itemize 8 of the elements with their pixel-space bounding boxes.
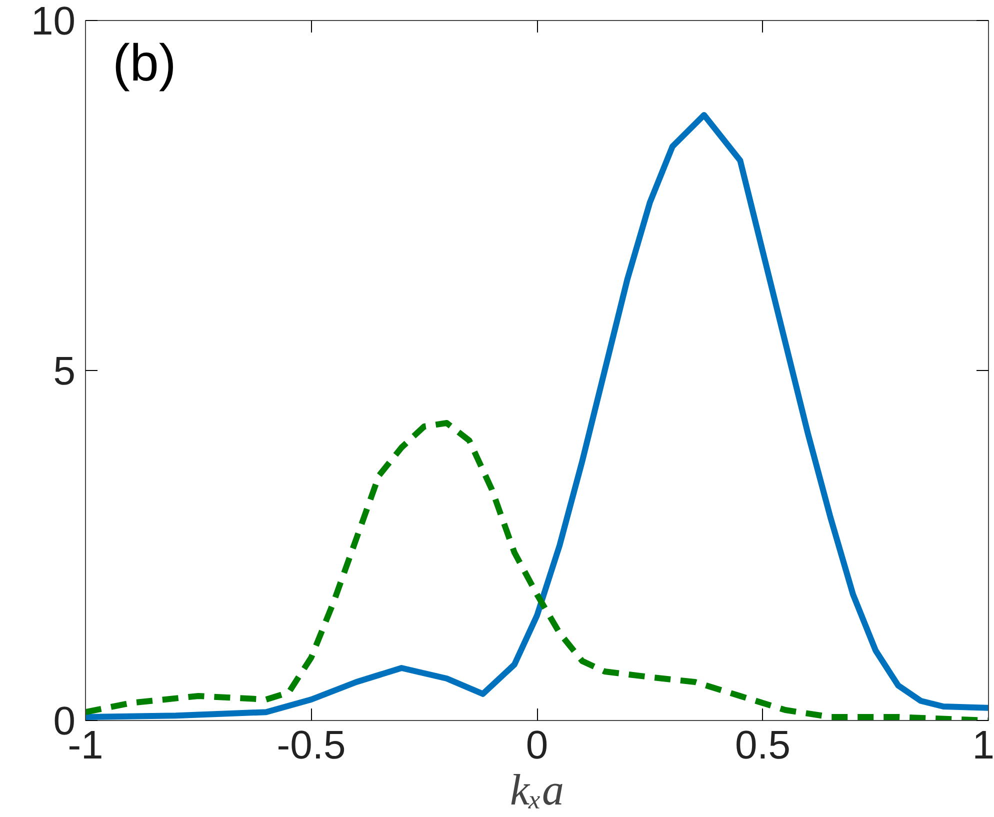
- x-tick-label: 0.5: [734, 724, 791, 768]
- x-tick-label: 0: [526, 724, 548, 768]
- x-axis-title: kₓa: [510, 766, 564, 814]
- y-tick-label: 5: [53, 350, 76, 394]
- x-tick-label: -0.5: [276, 724, 346, 768]
- annotation: (b): [112, 34, 176, 92]
- y-tick-label: 10: [31, 0, 76, 44]
- x-tick-label: 1: [972, 724, 994, 768]
